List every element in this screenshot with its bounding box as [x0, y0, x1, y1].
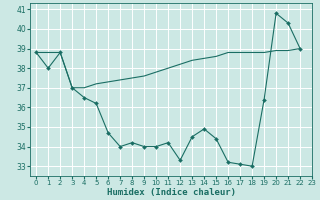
- X-axis label: Humidex (Indice chaleur): Humidex (Indice chaleur): [107, 188, 236, 197]
